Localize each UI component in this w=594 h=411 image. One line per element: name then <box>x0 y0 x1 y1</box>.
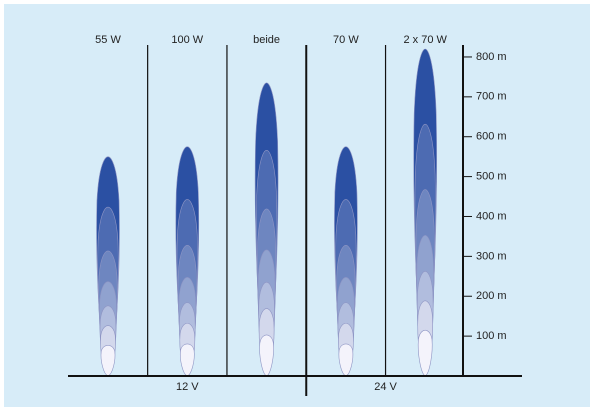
group-label: 24 V <box>374 381 397 393</box>
y-tick-label: 200 m <box>476 290 507 302</box>
beam-layer <box>179 343 195 377</box>
y-tick-label: 300 m <box>476 250 507 262</box>
y-tick-label: 600 m <box>476 131 507 143</box>
y-tick-label: 500 m <box>476 171 507 183</box>
category-label: 100 W <box>171 34 203 46</box>
y-tick-label: 400 m <box>476 210 507 222</box>
category-label: 55 W <box>95 34 121 46</box>
beam-layer <box>338 343 354 377</box>
beam-layer <box>417 329 433 377</box>
category-label: beide <box>253 34 280 46</box>
background <box>4 4 590 407</box>
beam-layer <box>259 334 274 377</box>
y-tick-label: 700 m <box>476 91 507 103</box>
y-tick-label: 800 m <box>476 51 507 63</box>
group-label: 12 V <box>176 381 199 393</box>
y-tick-label: 100 m <box>476 330 507 342</box>
beam-layer <box>100 344 116 377</box>
category-label: 70 W <box>333 34 359 46</box>
category-label: 2 x 70 W <box>403 34 447 46</box>
